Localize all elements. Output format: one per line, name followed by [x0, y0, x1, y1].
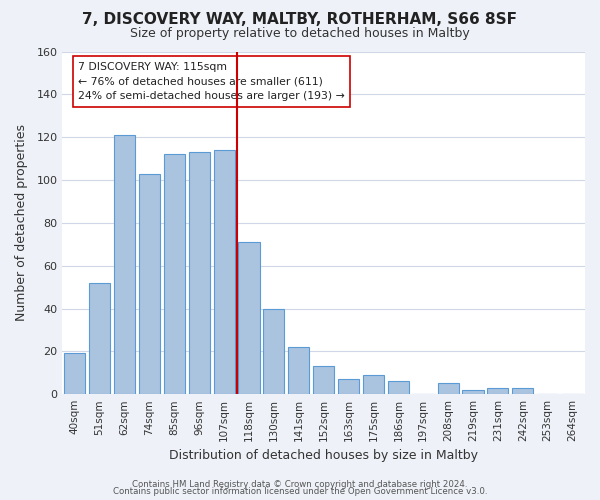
Bar	[363, 375, 384, 394]
Text: 7, DISCOVERY WAY, MALTBY, ROTHERHAM, S66 8SF: 7, DISCOVERY WAY, MALTBY, ROTHERHAM, S66…	[83, 12, 517, 28]
Bar	[188, 152, 210, 394]
Bar	[288, 347, 310, 394]
Text: Contains public sector information licensed under the Open Government Licence v3: Contains public sector information licen…	[113, 487, 487, 496]
Bar	[64, 354, 85, 394]
Bar	[214, 150, 235, 394]
Bar	[164, 154, 185, 394]
X-axis label: Distribution of detached houses by size in Maltby: Distribution of detached houses by size …	[169, 450, 478, 462]
Bar	[388, 382, 409, 394]
Bar	[512, 388, 533, 394]
Bar	[89, 283, 110, 394]
Bar	[313, 366, 334, 394]
Bar	[437, 384, 458, 394]
Text: 7 DISCOVERY WAY: 115sqm
← 76% of detached houses are smaller (611)
24% of semi-d: 7 DISCOVERY WAY: 115sqm ← 76% of detache…	[78, 62, 345, 102]
Text: Size of property relative to detached houses in Maltby: Size of property relative to detached ho…	[130, 28, 470, 40]
Bar	[114, 135, 135, 394]
Text: Contains HM Land Registry data © Crown copyright and database right 2024.: Contains HM Land Registry data © Crown c…	[132, 480, 468, 489]
Bar	[463, 390, 484, 394]
Bar	[263, 308, 284, 394]
Bar	[338, 379, 359, 394]
Bar	[238, 242, 260, 394]
Y-axis label: Number of detached properties: Number of detached properties	[15, 124, 28, 322]
Bar	[487, 388, 508, 394]
Bar	[139, 174, 160, 394]
